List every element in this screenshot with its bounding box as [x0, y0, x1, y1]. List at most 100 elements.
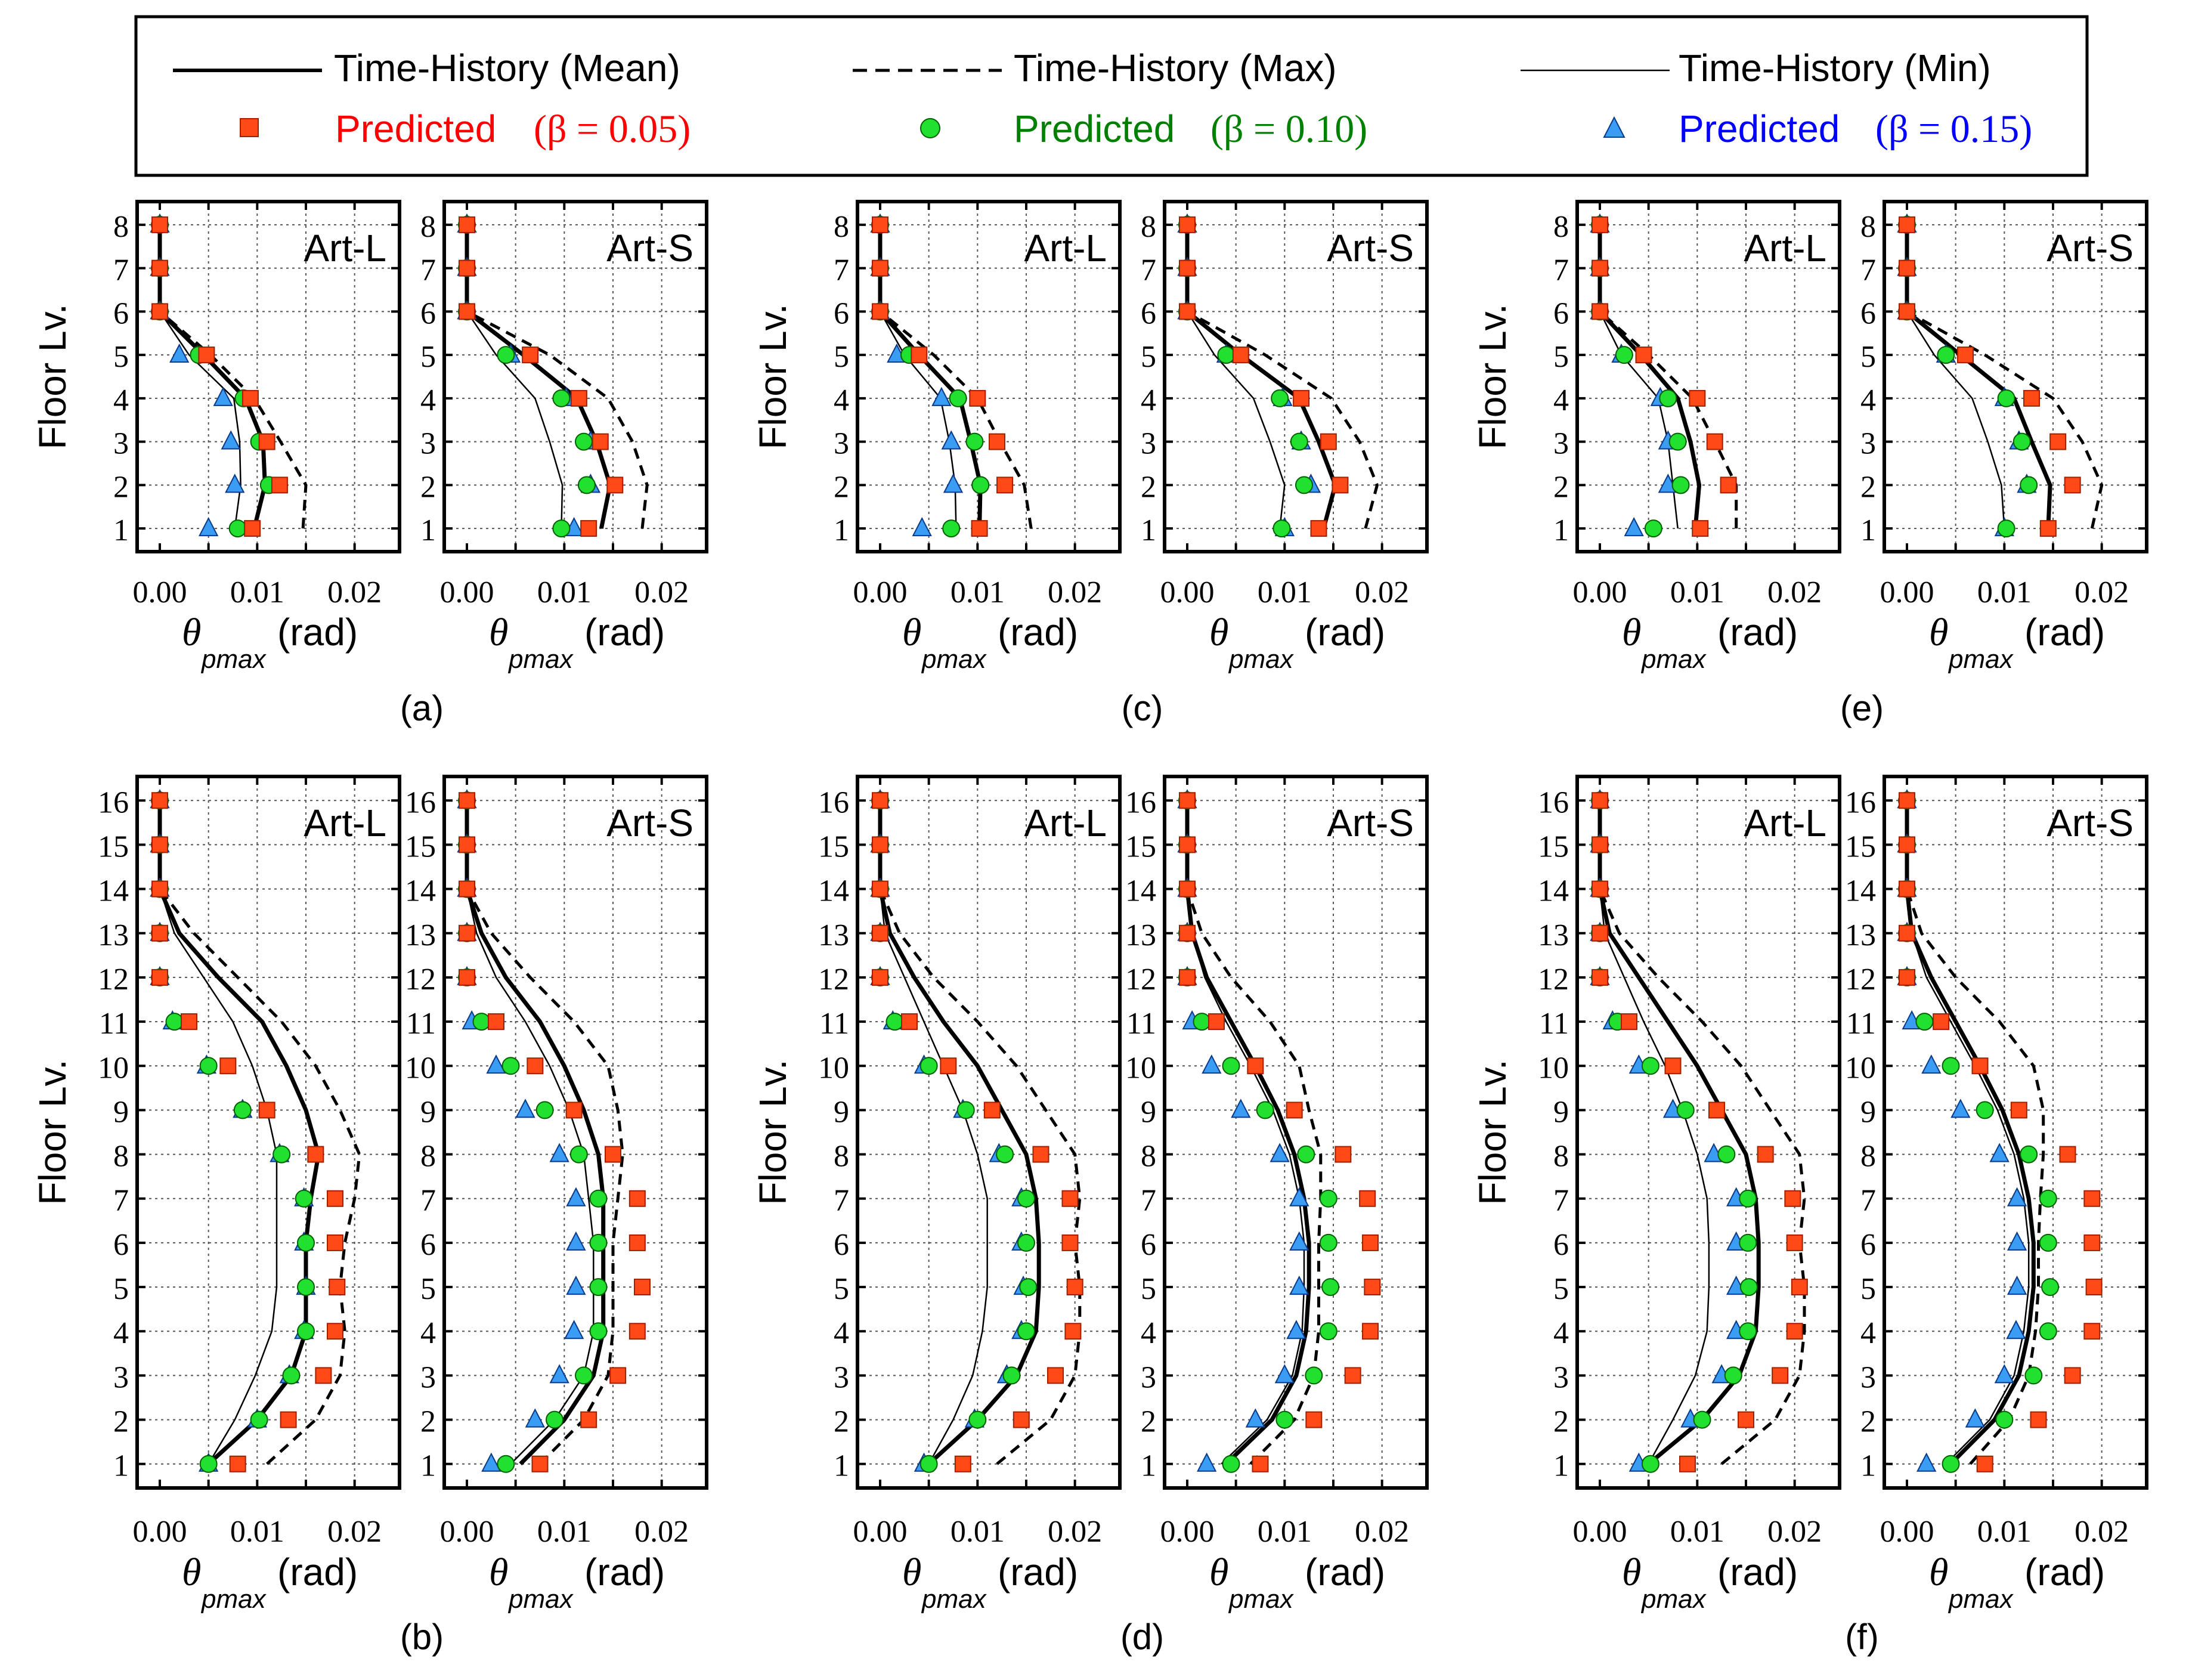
marker-pred-beta-010 — [273, 1145, 291, 1164]
y-tick-label: 12 — [405, 963, 436, 997]
series-min-line — [879, 800, 988, 1465]
y-tick-label: 10 — [818, 1051, 849, 1085]
marker-pred-beta-010 — [968, 1410, 987, 1429]
legend-square-marker — [240, 118, 259, 137]
y-tick-label: 4 — [1860, 1316, 1876, 1350]
x-tick-label: 0.01 — [230, 576, 284, 609]
marker-pred-beta-005 — [969, 389, 986, 407]
marker-pred-beta-010 — [297, 1278, 315, 1297]
y-tick-label: 2 — [420, 470, 436, 504]
plot-frame — [1883, 200, 2148, 553]
y-tick-label: 1 — [1553, 1449, 1569, 1483]
y-tick-label: 8 — [834, 1140, 849, 1174]
marker-pred-beta-005 — [2010, 1102, 2027, 1119]
marker-pred-beta-005 — [1689, 389, 1706, 407]
x-tick-label: 0.01 — [1670, 576, 1724, 609]
marker-pred-beta-005 — [580, 520, 597, 537]
marker-pred-beta-010 — [949, 389, 967, 407]
marker-pred-beta-005 — [872, 792, 888, 809]
marker-pred-beta-010 — [1693, 1410, 1711, 1429]
marker-pred-beta-005 — [280, 1411, 297, 1428]
marker-pred-beta-005 — [2023, 389, 2041, 407]
marker-pred-beta-005 — [872, 303, 888, 320]
y-tick-label: 16 — [98, 785, 129, 819]
marker-pred-beta-010 — [971, 476, 990, 494]
marker-pred-beta-015 — [941, 430, 961, 450]
series-max-line — [878, 800, 1082, 1465]
legend-min-label: Time-History (Min) — [1679, 47, 1991, 89]
legend-pred10-beta: (β = 0.10) — [1210, 107, 1367, 151]
marker-pred-beta-005 — [628, 1323, 646, 1340]
marker-pred-beta-005 — [527, 1057, 544, 1075]
marker-pred-beta-015 — [2007, 1187, 2027, 1206]
marker-pred-beta-005 — [1957, 346, 1974, 364]
y-tick-label: 5 — [113, 340, 129, 374]
marker-pred-beta-005 — [1179, 836, 1196, 853]
y-tick-label: 4 — [1141, 1316, 1156, 1350]
y-tick-label: 4 — [1141, 383, 1156, 417]
marker-pred-beta-005 — [329, 1279, 346, 1296]
y-tick-label: 2 — [834, 470, 849, 504]
marker-pred-beta-015 — [199, 516, 219, 537]
legend-pred15-beta: (β = 0.15) — [1875, 107, 2032, 151]
marker-pred-beta-005 — [459, 216, 475, 233]
y-tick-label: 8 — [1860, 1140, 1876, 1174]
panel-name-label: Art-S — [1327, 802, 1414, 844]
legend-mean-label: Time-History (Mean) — [334, 47, 680, 89]
marker-pred-beta-005 — [634, 1279, 651, 1296]
marker-pred-beta-005 — [1772, 1367, 1789, 1384]
y-tick-label: 4 — [834, 1316, 849, 1350]
panel-name-label: Art-L — [304, 802, 386, 844]
y-tick-label: 4 — [420, 1316, 436, 1350]
x-tick-label: 0.02 — [1355, 1515, 1409, 1549]
marker-pred-beta-010 — [1290, 432, 1308, 451]
marker-pred-beta-015 — [1289, 1231, 1309, 1251]
y-axis-label: Floor Lv. — [1471, 304, 1514, 449]
marker-pred-beta-005 — [606, 477, 624, 494]
series-mean-line — [465, 800, 606, 1466]
panel-name-label: Art-S — [2046, 227, 2134, 270]
marker-pred-beta-015 — [912, 516, 932, 537]
panel-name-label: Art-L — [1744, 227, 1826, 270]
y-tick-label: 1 — [1860, 513, 1876, 547]
marker-pred-beta-005 — [1247, 1057, 1264, 1075]
marker-pred-beta-010 — [497, 1455, 515, 1473]
x-axis-label-subscript: pmax — [1228, 645, 1295, 674]
marker-pred-beta-010 — [250, 1410, 268, 1429]
marker-pred-beta-005 — [1899, 792, 1915, 809]
y-tick-label: 13 — [1125, 918, 1156, 952]
y-tick-label: 9 — [1553, 1095, 1569, 1129]
x-axis-label-symbol: θ — [489, 1551, 508, 1594]
marker-pred-beta-015 — [566, 1275, 586, 1295]
y-tick-label: 3 — [1141, 427, 1156, 461]
y-tick-label: 8 — [1141, 1140, 1156, 1174]
marker-pred-beta-010 — [1976, 1101, 1994, 1119]
x-tick-label: 0.00 — [440, 1515, 494, 1549]
plot-frame — [442, 775, 708, 1490]
x-axis-label-symbol: θ — [1209, 611, 1228, 654]
marker-pred-beta-010 — [575, 432, 593, 451]
marker-pred-beta-010 — [1319, 1233, 1337, 1252]
marker-pred-beta-005 — [989, 433, 1005, 450]
marker-pred-beta-010 — [589, 1322, 608, 1341]
marker-pred-beta-005 — [1621, 1013, 1637, 1031]
x-tick-label: 0.02 — [1767, 1515, 1822, 1549]
marker-pred-beta-005 — [1179, 880, 1196, 898]
y-tick-label: 3 — [420, 1360, 436, 1394]
y-tick-label: 5 — [1860, 340, 1876, 374]
marker-pred-beta-010 — [497, 346, 515, 364]
x-axis-label-unit: (rad) — [1305, 611, 1385, 654]
plot-frame — [135, 200, 401, 553]
series-max-line — [1598, 800, 1806, 1465]
marker-pred-beta-005 — [1179, 924, 1196, 942]
x-axis-label-unit: (rad) — [277, 611, 358, 654]
marker-pred-beta-005 — [459, 836, 475, 853]
y-tick-label: 11 — [1539, 1007, 1569, 1041]
y-tick-label: 14 — [98, 874, 129, 908]
marker-pred-beta-015 — [213, 386, 233, 406]
marker-pred-beta-015 — [1289, 1275, 1309, 1295]
marker-pred-beta-015 — [1197, 1452, 1217, 1472]
marker-pred-beta-010 — [1217, 346, 1236, 364]
y-tick-label: 3 — [113, 1360, 129, 1394]
